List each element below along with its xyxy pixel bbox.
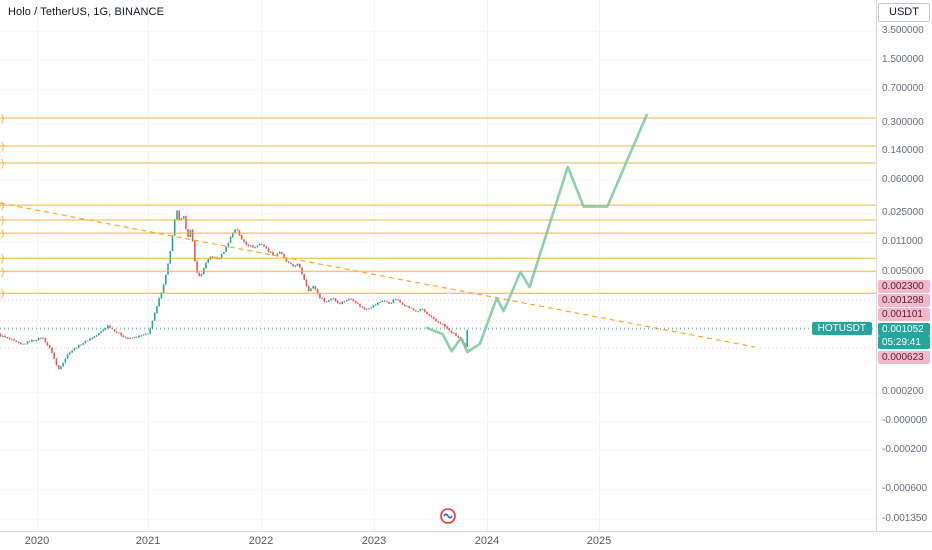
price-tick-label: 0.700000 [882,83,924,94]
price-tick-label: 0.300000 [882,117,924,128]
candlestick-series [0,209,468,370]
time-tick-label: 2020 [24,535,50,547]
fib-level-label-fragment: ) [1,114,4,125]
fib-level-label-fragment: ) [1,201,4,212]
fib-level-label-fragment: ) [1,267,4,278]
time-tick-label: 2023 [361,535,387,547]
price-tick-label: 0.011000 [882,236,923,247]
chart-canvas[interactable]: ))))))))) [0,0,876,531]
fib-level-label-fragment: ) [1,229,4,240]
currency-toggle-button[interactable]: USDT [878,3,930,22]
time-tick-label: 2021 [135,535,161,547]
price-tick-label: 0.005000 [882,266,924,277]
current-price-symbol-tag: HOTUSDT [811,322,872,335]
price-tick-label: 3.500000 [882,25,924,36]
time-axis[interactable]: 2020 2021 2022 2023 2024 2025 [0,531,932,550]
chart-pane[interactable]: ))))))))) [0,0,876,531]
price-tick-label: -0.001350 [882,513,928,524]
price-level-badge: 0.000623 [878,351,930,364]
price-tick-label: -0.000000 [882,415,928,426]
price-tick-label: -0.000200 [882,444,928,455]
fib-level-label-fragment: ) [1,216,4,227]
time-tick-label: 2025 [586,535,612,547]
price-level-badge: 0.002300 [878,280,930,293]
price-tick-label: -0.000600 [882,483,928,494]
current-price-badge: 0.001052 [878,323,930,336]
watermark-logo [440,508,456,524]
fib-level-label-fragment: ) [1,159,4,170]
projection-path [425,113,649,354]
price-tick-label: 0.060000 [882,174,924,185]
price-axis[interactable]: USDT 3.500000 1.500000 0.700000 0.300000 0.1… [876,0,932,531]
price-level-badge: 0.001298 [878,294,930,307]
price-tick-label: 1.500000 [882,54,924,65]
price-tick-label: 0.140000 [882,145,924,156]
price-tick-label: 0.000200 [882,386,924,397]
price-level-badge: 0.001101 [878,308,930,321]
time-tick-label: 2022 [248,535,274,547]
fib-level-label-fragment: ) [1,142,4,153]
trendline-dashed [0,202,756,348]
symbol-title[interactable]: Holo / TetherUS, 1G, BINANCE [8,6,165,18]
price-tick-label: 0.025000 [882,207,924,218]
fib-level-label-fragment: ) [1,289,4,300]
bar-countdown-badge: 05:29:41 [878,336,930,349]
fib-level-label-fragment: ) [1,254,4,265]
time-tick-label: 2024 [474,535,500,547]
